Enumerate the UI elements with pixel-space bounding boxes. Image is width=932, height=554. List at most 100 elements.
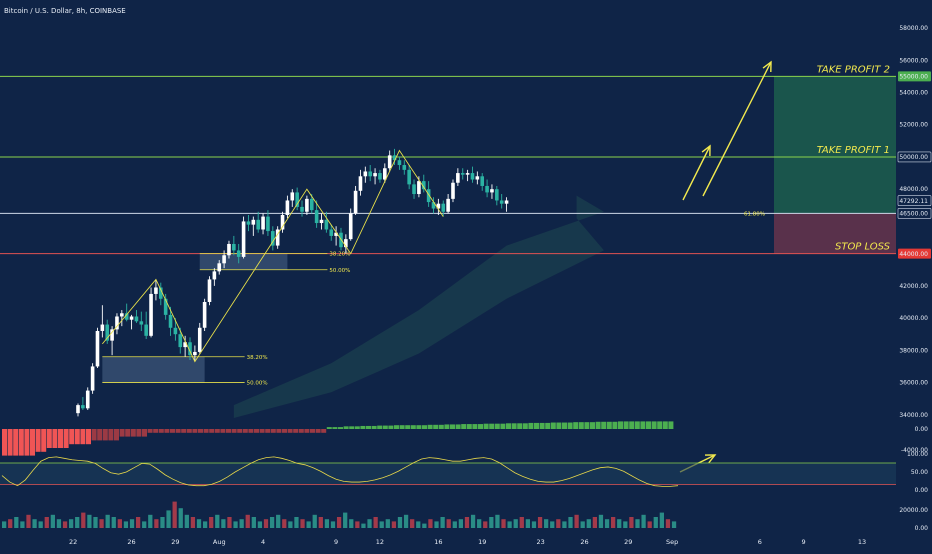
take-profit-2-annotation: TAKE PROFIT 2: [817, 64, 890, 75]
candle-up: [202, 301, 207, 328]
volume-bar: [385, 519, 390, 528]
candle-down: [295, 192, 299, 207]
hist-bar-negative: [35, 429, 41, 452]
hist-bar-positive: [410, 425, 416, 429]
hist-bar-negative: [46, 429, 52, 448]
hist-bar-negative: [91, 429, 97, 441]
volume-bar: [294, 517, 299, 528]
volume-bar: [671, 521, 677, 528]
candle-down: [124, 313, 129, 320]
hist-bar-negative: [86, 429, 91, 445]
candle-up: [154, 287, 158, 294]
chart-title: Bitcoin / U.S. Dollar, 8h, COINBASE: [4, 7, 126, 15]
hist-bar-negative: [321, 429, 327, 433]
volume-bar: [190, 517, 196, 528]
volume-bar: [580, 521, 585, 528]
candle-down: [309, 198, 314, 211]
hist-bar-positive: [500, 423, 506, 429]
hist-bar-positive: [444, 424, 450, 429]
volume-bar: [269, 517, 275, 528]
hist-bar-negative: [63, 429, 69, 448]
candle-down: [368, 171, 372, 177]
entry-tag: [897, 208, 932, 219]
volume-bar: [26, 514, 31, 528]
hist-bar-positive: [326, 427, 332, 429]
candle-up: [490, 189, 494, 193]
volume-bar: [531, 521, 537, 528]
volume-bar: [87, 514, 92, 528]
hist-bar-negative: [304, 429, 310, 433]
price-tick-label: 48000.00: [899, 186, 928, 193]
volume-bar: [245, 514, 250, 528]
volume-bar: [75, 517, 80, 528]
hist-bar-positive: [377, 425, 383, 429]
candle-up: [348, 213, 353, 240]
hist-bar-positive: [528, 422, 534, 429]
volume-bar: [38, 521, 43, 528]
hist-bar-positive: [640, 421, 646, 429]
candle-up: [222, 255, 226, 264]
volume-bar: [507, 521, 512, 528]
candle-down: [163, 298, 168, 315]
hist-bar-negative: [119, 429, 125, 437]
fibonacci-retracements: 38.20% 50.00% 38.20% 50.00% 61.80%: [102, 211, 765, 387]
hist-bar-negative: [315, 429, 321, 433]
volume-bar: [410, 519, 415, 528]
candlestick-series: [76, 148, 509, 417]
volume-bar: [233, 521, 238, 528]
hist-bar-positive: [629, 421, 635, 429]
candle-down: [173, 327, 178, 335]
ichimoku-cloud: [233, 195, 604, 418]
hist-bar-positive: [595, 421, 601, 429]
hist-bar-negative: [142, 429, 147, 437]
hist-bar-positive: [354, 426, 360, 429]
volume-bar: [647, 521, 652, 528]
candle-down: [188, 342, 192, 356]
volume-bar: [343, 512, 348, 528]
hist-bar-positive: [338, 427, 343, 429]
hist-bar-positive: [382, 425, 388, 429]
hist-bar-negative: [164, 429, 170, 433]
volume-bar: [324, 519, 330, 528]
momentum-histogram: [2, 421, 674, 456]
volume-bar: [44, 517, 49, 528]
volume-bar: [355, 521, 360, 528]
candle-down: [485, 185, 489, 193]
volume-bar: [379, 521, 384, 528]
hist-bar-negative: [265, 429, 271, 433]
candle-up: [353, 190, 358, 214]
hist-bar-negative: [58, 429, 63, 448]
volume-bar: [544, 519, 549, 528]
candle-up: [280, 214, 285, 230]
candle-down: [178, 334, 183, 348]
candle-up: [100, 324, 105, 331]
candle-up: [334, 232, 338, 236]
price-tick-label: 58000.00: [899, 25, 928, 32]
hist-bar-negative: [270, 429, 276, 433]
candle-up: [197, 327, 202, 352]
price-axis-tags: 55000.00 50000.00 46500.00 44000.00 47292.11: [897, 71, 932, 259]
candle-down: [271, 231, 275, 246]
candle-up: [129, 316, 134, 320]
volume-bar: [653, 517, 658, 528]
candle-up: [446, 198, 450, 212]
candle-up: [319, 219, 324, 224]
volume-bar: [251, 517, 256, 528]
last-price-tag-label: 47292.11: [899, 198, 928, 205]
hist-bar-positive: [573, 422, 579, 429]
hist-bar-positive: [657, 421, 663, 429]
hist-bar-negative: [237, 429, 243, 433]
time-tick-label: 13: [858, 538, 866, 546]
price-tick-label: 52000.00: [899, 122, 928, 129]
hist-bar-positive: [343, 426, 349, 429]
candle-down: [431, 202, 436, 209]
volume-bar: [489, 517, 494, 528]
hist-bar-positive: [371, 425, 377, 429]
hist-bar-negative: [310, 429, 315, 433]
price-tick-label: 34000.00: [899, 412, 928, 419]
time-tick-label: 22: [69, 538, 77, 546]
volume-bar: [68, 519, 74, 528]
volume-bar: [495, 514, 500, 528]
candle-up: [149, 293, 153, 336]
profit-zone: [774, 76, 896, 214]
